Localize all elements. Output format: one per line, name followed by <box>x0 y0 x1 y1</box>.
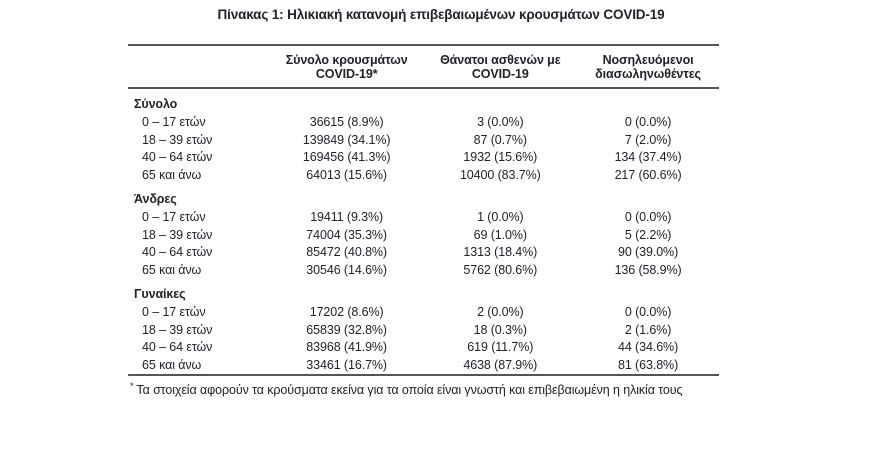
intubated-value: 5 (2.2%) <box>624 227 672 242</box>
cases-value: 85472 (40.8%) <box>306 245 387 259</box>
age-group-label: 18 – 39 ετών <box>142 227 213 242</box>
section-header-label: Σύνολο <box>134 97 178 111</box>
age-group-label: 0 – 17 ετών <box>142 115 206 129</box>
age-group-label: 0 – 17 ετών <box>142 210 206 224</box>
deaths-value: 18 (0.3%) <box>473 322 527 337</box>
intubated-value: 217 (60.6%) <box>614 167 682 182</box>
header-total-cases-line1: Σύνολο κρουσμάτων <box>285 53 408 67</box>
cases-value: 33461 (16.7%) <box>306 357 387 372</box>
deaths-value: 4638 (87.9%) <box>463 357 538 372</box>
cases-value: 65839 (32.8%) <box>306 322 387 337</box>
intubated-value: 2 (1.6%) <box>624 322 672 337</box>
section-header-label: Άνδρες <box>134 192 177 206</box>
deaths-value: 5762 (80.6%) <box>463 262 538 277</box>
data-table: Σύνολο κρουσμάτων COVID-19* Θάνατοι ασθε… <box>128 44 719 376</box>
cases-value: 139849 (34.1%) <box>302 132 391 147</box>
cases-value: 74004 (35.3%) <box>306 227 387 242</box>
table-row: 0 – 17 ετών 36615 (8.9%) 3 (0.0%) 0 (0.0… <box>128 114 719 132</box>
intubated-value: 7 (2.0%) <box>624 132 672 147</box>
table-row: 18 – 39 ετών 65839 (32.8%) 18 (0.3%) 2 (… <box>128 322 719 340</box>
deaths-value: 69 (1.0%) <box>473 227 527 242</box>
header-total-cases-line2: COVID-19* <box>315 67 378 81</box>
intubated-value: 0 (0.0%) <box>624 305 672 319</box>
footnote-text: Τα στοιχεία αφορούν τα κρούσματα εκείνα … <box>136 383 683 398</box>
cases-value: 36615 (8.9%) <box>309 115 384 129</box>
header-empty-cell <box>128 45 270 89</box>
age-group-label: 40 – 64 ετών <box>142 245 213 259</box>
footnote-asterisk: * <box>130 381 134 391</box>
header-deaths: Θάνατοι ασθενών με COVID-19 <box>423 45 578 89</box>
intubated-value: 0 (0.0%) <box>624 115 672 129</box>
age-group-label: 40 – 64 ετών <box>142 340 213 354</box>
table-row: 40 – 64 ετών 85472 (40.8%) 1313 (18.4%) … <box>128 244 719 262</box>
age-group-label: 65 και άνω <box>142 167 202 182</box>
deaths-value: 1932 (15.6%) <box>463 150 538 164</box>
header-row: Σύνολο κρουσμάτων COVID-19* Θάνατοι ασθε… <box>128 45 719 89</box>
table-title: Πίνακας 1: Ηλικιακή κατανομή επιβεβαιωμέ… <box>217 7 665 22</box>
cases-value: 30546 (14.6%) <box>306 262 387 277</box>
age-group-label: 18 – 39 ετών <box>142 132 213 147</box>
intubated-value: 134 (37.4%) <box>614 150 682 164</box>
cases-value: 17202 (8.6%) <box>309 305 384 319</box>
age-group-label: 18 – 39 ετών <box>142 322 213 337</box>
cases-value: 83968 (41.9%) <box>306 340 387 354</box>
cases-value: 169456 (41.3%) <box>302 150 391 164</box>
section-header-label: Γυναίκες <box>134 287 186 301</box>
table-row: 65 και άνω 30546 (14.6%) 5762 (80.6%) 13… <box>128 262 719 280</box>
intubated-value: 90 (39.0%) <box>617 245 679 259</box>
section-header-women: Γυναίκες <box>128 279 719 304</box>
intubated-value: 44 (34.6%) <box>617 340 679 354</box>
table-row: 65 και άνω 33461 (16.7%) 4638 (87.9%) 81… <box>128 357 719 376</box>
deaths-value: 619 (11.7%) <box>467 340 534 354</box>
deaths-value: 87 (0.7%) <box>473 132 527 147</box>
footnote: * Τα στοιχεία αφορούν τα κρούσματα εκείνα… <box>130 381 770 397</box>
section-header-total: Σύνολο <box>128 88 719 114</box>
cases-value: 19411 (9.3%) <box>310 210 384 224</box>
age-group-label: 40 – 64 ετών <box>142 150 213 164</box>
table-row: 65 και άνω 64013 (15.6%) 10400 (83.7%) 2… <box>128 167 719 185</box>
intubated-value: 0 (0.0%) <box>624 210 672 224</box>
intubated-value: 136 (58.9%) <box>614 262 682 277</box>
age-group-label: 0 – 17 ετών <box>142 305 206 319</box>
age-group-label: 65 και άνω <box>142 357 202 372</box>
covid-age-distribution-table: Σύνολο κρουσμάτων COVID-19* Θάνατοι ασθε… <box>128 44 719 376</box>
table-row: 18 – 39 ετών 139849 (34.1%) 87 (0.7%) 7 … <box>128 132 719 150</box>
deaths-value: 2 (0.0%) <box>477 305 524 319</box>
section-header-men: Άνδρες <box>128 184 719 209</box>
header-deaths-line2: COVID-19 <box>471 67 529 81</box>
table-row: 40 – 64 ετών 83968 (41.9%) 619 (11.7%) 4… <box>128 339 719 357</box>
table-row: 0 – 17 ετών 17202 (8.6%) 2 (0.0%) 0 (0.0… <box>128 304 719 322</box>
header-total-cases: Σύνολο κρουσμάτων COVID-19* <box>269 45 424 89</box>
deaths-value: 1 (0.0%) <box>477 210 524 224</box>
header-deaths-line1: Θάνατοι ασθενών με <box>440 53 561 67</box>
deaths-value: 1313 (18.4%) <box>463 245 538 259</box>
table-row: 0 – 17 ετών 19411 (9.3%) 1 (0.0%) 0 (0.0… <box>128 209 719 227</box>
header-intubated-line2: διασωληνωθέντες <box>595 67 701 81</box>
deaths-value: 10400 (83.7%) <box>459 167 541 182</box>
age-group-label: 65 και άνω <box>142 262 202 277</box>
intubated-value: 81 (63.8%) <box>617 357 679 372</box>
header-intubated-line1: Νοσηλευόμενοι <box>602 53 694 67</box>
header-intubated: Νοσηλευόμενοι διασωληνωθέντες <box>577 45 719 89</box>
deaths-value: 3 (0.0%) <box>477 115 524 129</box>
table-row: 18 – 39 ετών 74004 (35.3%) 69 (1.0%) 5 (… <box>128 227 719 245</box>
table-row: 40 – 64 ετών 169456 (41.3%) 1932 (15.6%)… <box>128 149 719 167</box>
cases-value: 64013 (15.6%) <box>306 167 387 182</box>
